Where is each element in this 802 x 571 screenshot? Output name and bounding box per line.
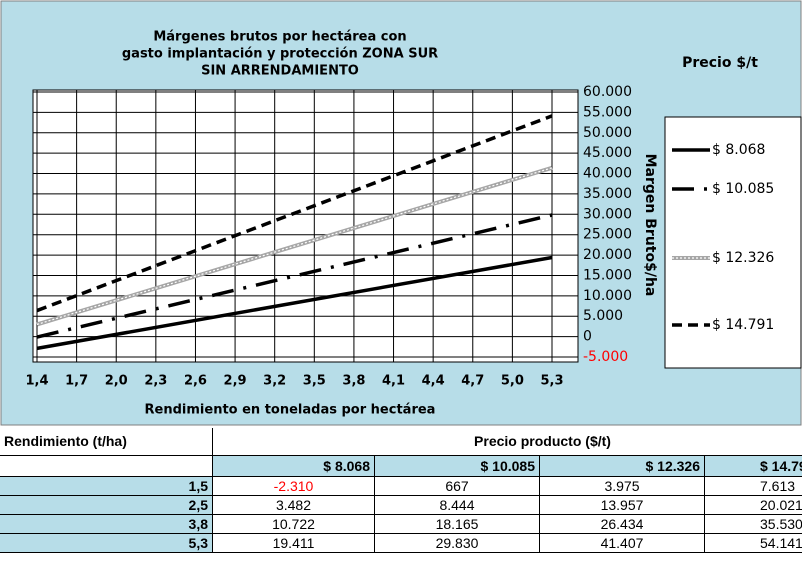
- table-cell: 667: [375, 477, 540, 496]
- x-tick-label: 2,6: [184, 374, 207, 389]
- y-tick-label: 0: [583, 329, 592, 345]
- y-tick-label: 55.000: [583, 104, 632, 120]
- table-cell: Rendimiento (t/ha): [0, 428, 213, 456]
- chart: Márgenes brutos por hectárea con gasto i…: [0, 0, 802, 426]
- legend-label: $ 8.068: [712, 142, 765, 158]
- x-tick-label: 3,8: [342, 374, 365, 389]
- table-cell: 26.434: [540, 515, 705, 534]
- table-cell: $ 8.068: [213, 456, 375, 477]
- x-tick-label: 2,9: [224, 374, 247, 389]
- table-cell: $ 14.791: [705, 456, 802, 477]
- y-tick-label: 30.000: [583, 206, 632, 222]
- table-cell: 8.444: [375, 496, 540, 515]
- x-tick-label: 4,1: [382, 374, 405, 389]
- table-cell: 1,5: [0, 477, 213, 496]
- table-cell: 20.021: [705, 496, 802, 515]
- x-tick-label: 4,7: [461, 374, 484, 389]
- y-tick-label: 60.000: [583, 84, 632, 100]
- y-tick-label: 40.000: [583, 166, 632, 182]
- y-tick-label: -5.000: [583, 349, 628, 365]
- plot-border: [32, 89, 579, 363]
- x-tick-label: 4,4: [422, 374, 445, 389]
- legend-label: $ 12.326: [712, 250, 774, 266]
- y-tick-label: 15.000: [583, 267, 632, 283]
- y-tick-label: 45.000: [583, 145, 632, 161]
- table-cell: $ 10.085: [375, 456, 540, 477]
- x-tick-label: 3,5: [303, 374, 326, 389]
- table-cell: 10.722: [213, 515, 375, 534]
- table-cell: 3.975: [540, 477, 705, 496]
- legend-label: $ 10.085: [712, 181, 774, 197]
- x-tick-label: 2,0: [105, 374, 128, 389]
- table-cell: 13.957: [540, 496, 705, 515]
- plot-area: [33, 90, 578, 362]
- table-cell: 3,8: [0, 515, 213, 534]
- x-tick-label: 5,3: [540, 374, 563, 389]
- table-cell: 35.530: [705, 515, 802, 534]
- table-cell: 3.482: [213, 496, 375, 515]
- table-cell: 5,3: [0, 534, 213, 553]
- table-cell: -2.310: [213, 477, 375, 496]
- y-tick-label: 5.000: [583, 308, 623, 324]
- y-tick-label: 10.000: [583, 288, 632, 304]
- x-tick-label: 1,4: [25, 374, 48, 389]
- x-tick-label: 3,2: [263, 374, 286, 389]
- table-cell: 54.141: [705, 534, 802, 553]
- x-tick-label: 5,0: [501, 374, 524, 389]
- table-cell: 19.411: [213, 534, 375, 553]
- y-tick-label: 50.000: [583, 125, 632, 141]
- chart-title: SIN ARRENDAMIENTO: [201, 64, 359, 79]
- table-cell: 29.830: [375, 534, 540, 553]
- legend-box: [664, 116, 802, 369]
- series-line-inner: [36, 167, 553, 325]
- table-cell: 2,5: [0, 496, 213, 515]
- y-tick-label: 35.000: [583, 186, 632, 202]
- series-line: [36, 255, 553, 351]
- x-axis-label: Rendimiento en toneladas por hectárea: [145, 403, 436, 418]
- series-line: [36, 114, 553, 313]
- table-cell: [0, 456, 213, 477]
- y-tick-label: 20.000: [583, 247, 632, 263]
- table-cell: 7.613: [705, 477, 802, 496]
- table-cell: 18.165: [375, 515, 540, 534]
- table-cell: Precio producto ($/t): [213, 428, 802, 456]
- chart-title: Márgenes brutos por hectárea con: [153, 30, 406, 45]
- legend-label: $ 14.791: [712, 317, 774, 333]
- x-tick-label: 2,3: [144, 374, 167, 389]
- table-cell: 41.407: [540, 534, 705, 553]
- x-tick-label: 1,7: [65, 374, 88, 389]
- legend-title: Precio $/t: [682, 55, 758, 71]
- chart-title: gasto implantación y protección ZONA SUR: [122, 47, 438, 62]
- table-cell: $ 12.326: [540, 456, 705, 477]
- y-tick-label: 25.000: [583, 227, 632, 243]
- y-axis-label: Margen Bruto$/ha: [642, 154, 658, 297]
